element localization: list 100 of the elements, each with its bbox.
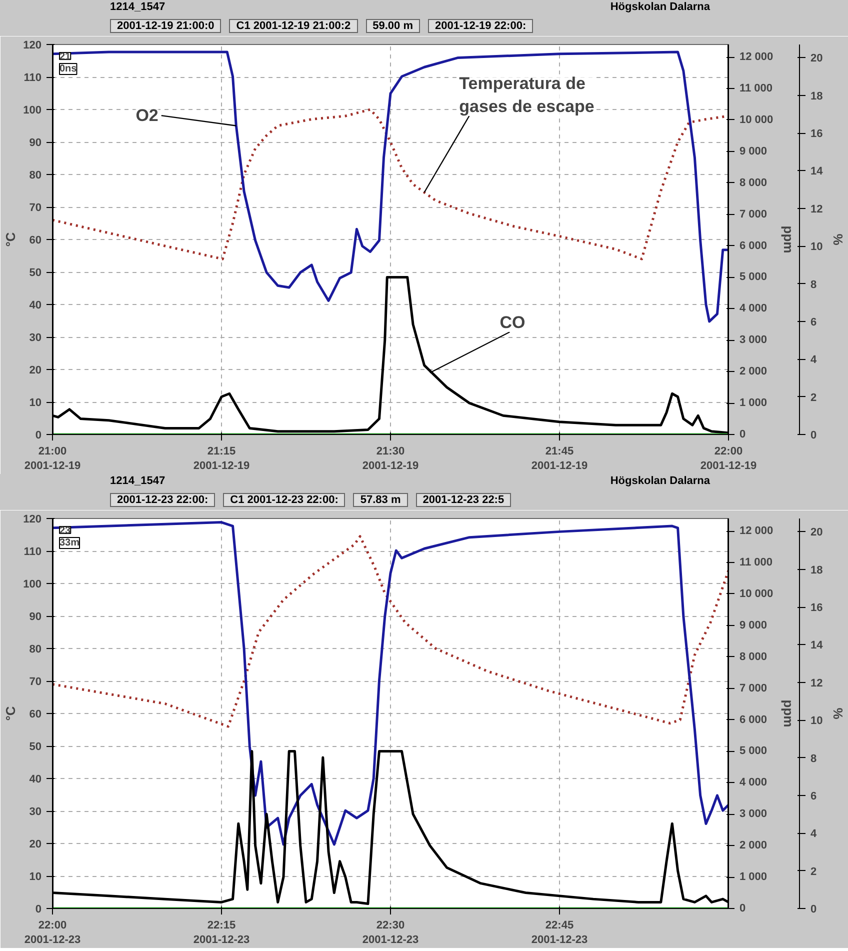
y3-axis-title: % bbox=[830, 234, 846, 246]
text: C1 2001-12-23 22:00: bbox=[223, 492, 346, 507]
y-tick-label: 60 bbox=[29, 234, 42, 246]
y-tick-label: 120 bbox=[23, 40, 42, 52]
y2-tick-label: 6 000 bbox=[740, 240, 768, 252]
text: 59.00 m bbox=[366, 18, 420, 33]
x-tick-label: 22:00 2001-12-19 bbox=[700, 446, 757, 472]
text: 2001-12-19 22:00: bbox=[428, 18, 534, 33]
y3-tick-label: 8 bbox=[810, 278, 817, 291]
y3-tick-label: 0 bbox=[810, 904, 817, 916]
y2-tick-label: 12 000 bbox=[740, 525, 774, 538]
y-tick-label: 0 bbox=[35, 904, 42, 916]
y-tick-label: 110 bbox=[24, 546, 42, 558]
y3-tick-label: 6 bbox=[810, 790, 817, 802]
x-tick-label: 22:45 2001-12-23 bbox=[531, 920, 588, 946]
y2-tick-label: 4 000 bbox=[740, 776, 768, 789]
y2-tick-label: 5 000 bbox=[740, 271, 768, 284]
y3-tick-label: 4 bbox=[810, 828, 818, 840]
y-tick-label: 110 bbox=[24, 72, 42, 84]
y2-tick-label: 9 000 bbox=[740, 145, 768, 158]
y-tick-label: 30 bbox=[29, 806, 42, 818]
y2-tick-label: 6 000 bbox=[740, 714, 768, 726]
y3-tick-label: 10 bbox=[810, 715, 823, 728]
y-tick-label: 70 bbox=[29, 202, 42, 214]
y-tick-label: 60 bbox=[29, 708, 42, 720]
y-tick-label: 40 bbox=[29, 300, 42, 312]
y3-tick-label: 14 bbox=[810, 640, 824, 652]
y2-tick-label: 10 000 bbox=[740, 114, 774, 126]
y3-axis-title: % bbox=[830, 708, 846, 720]
y-tick-label: 30 bbox=[29, 332, 42, 344]
y3-tick-label: 18 bbox=[810, 90, 823, 102]
y-tick-label: 20 bbox=[29, 838, 42, 850]
y2-tick-label: 4 000 bbox=[740, 302, 768, 315]
y-tick-label: 120 bbox=[23, 514, 42, 526]
y2-tick-label: 11 000 bbox=[740, 82, 773, 95]
y3-tick-label: 10 bbox=[810, 241, 823, 254]
x-tick-label: 21:30 2001-12-19 bbox=[362, 446, 419, 472]
y-tick-label: 90 bbox=[29, 611, 42, 623]
y2-tick-label: 8 000 bbox=[740, 650, 768, 663]
annotation: CO bbox=[500, 313, 526, 332]
y3-tick-label: 8 bbox=[810, 752, 817, 765]
y-tick-label: 40 bbox=[29, 774, 42, 786]
y2-tick-label: 7 000 bbox=[740, 208, 768, 220]
y3-tick-label: 2 bbox=[810, 866, 817, 878]
x-tick-label: 22:00 2001-12-23 bbox=[24, 920, 81, 946]
y-tick-label: 90 bbox=[29, 137, 42, 149]
y3-tick-label: 20 bbox=[810, 52, 823, 65]
y-axis-title: °C bbox=[3, 706, 18, 721]
y2-tick-label: 2 000 bbox=[740, 840, 768, 852]
y2-tick-label: 0 bbox=[740, 902, 746, 914]
chart-title: 1214_1547 bbox=[110, 474, 166, 489]
y3-tick-label: 12 bbox=[810, 677, 823, 690]
y3-tick-label: 4 bbox=[810, 354, 818, 366]
y2-axis-title: ppm bbox=[781, 226, 796, 254]
y3-tick-label: 0 bbox=[810, 430, 817, 442]
y-tick-label: 80 bbox=[29, 644, 42, 656]
text: 2001-12-23 22:5 bbox=[416, 492, 512, 507]
y-axis-title: °C bbox=[3, 232, 18, 247]
x-tick-label: 22:15 2001-12-23 bbox=[193, 920, 250, 946]
y3-tick-label: 18 bbox=[810, 564, 823, 576]
y3-tick-label: 16 bbox=[810, 602, 823, 614]
y2-tick-label: 7 000 bbox=[740, 682, 768, 694]
y2-tick-label: 3 000 bbox=[740, 808, 768, 820]
x-tick-label: 21:15 2001-12-19 bbox=[193, 446, 250, 472]
annotation: Temperatura de gases de escape bbox=[459, 74, 594, 116]
y2-tick-label: 1 000 bbox=[740, 397, 768, 410]
y2-tick-label: 0 bbox=[740, 428, 746, 440]
text: C1 2001-12-19 21:00:2 bbox=[229, 18, 358, 33]
y2-tick-label: 8 000 bbox=[740, 176, 768, 189]
y-tick-label: 50 bbox=[29, 741, 42, 753]
y2-tick-label: 9 000 bbox=[740, 619, 768, 632]
chart-subtitle: Högskolan Dalarna bbox=[610, 474, 710, 489]
y2-tick-label: 5 000 bbox=[740, 745, 768, 758]
text: 2001-12-19 21:00:0 bbox=[110, 18, 222, 33]
y-tick-label: 100 bbox=[23, 104, 42, 116]
y2-tick-label: 11 000 bbox=[740, 556, 773, 569]
text: 2001-12-23 22:00: bbox=[110, 492, 216, 507]
y-tick-label: 0 bbox=[35, 430, 42, 442]
y2-tick-label: 1 000 bbox=[740, 871, 768, 884]
y-tick-label: 50 bbox=[29, 267, 42, 279]
y3-tick-label: 14 bbox=[810, 166, 824, 178]
chart-subtitle: Högskolan Dalarna bbox=[610, 0, 710, 15]
x-tick-label: 21:00 2001-12-19 bbox=[24, 446, 81, 472]
y2-tick-label: 3 000 bbox=[740, 334, 768, 346]
x-tick-label: 22:30 2001-12-23 bbox=[362, 920, 419, 946]
x-tick-label: 21:45 2001-12-19 bbox=[531, 446, 588, 472]
y-tick-label: 20 bbox=[29, 364, 42, 376]
annotation: O2 bbox=[136, 106, 158, 126]
y3-tick-label: 12 bbox=[810, 203, 823, 216]
y3-tick-label: 2 bbox=[810, 392, 817, 404]
y2-axis-title: ppm bbox=[781, 700, 796, 728]
y2-tick-label: 2 000 bbox=[740, 366, 768, 378]
y2-tick-label: 10 000 bbox=[740, 588, 774, 600]
y-tick-label: 80 bbox=[29, 170, 42, 182]
y-tick-label: 10 bbox=[29, 397, 42, 409]
y3-tick-label: 16 bbox=[810, 128, 823, 140]
chart-title: 1214_1547 bbox=[110, 0, 166, 15]
y-tick-label: 70 bbox=[29, 676, 42, 688]
y3-tick-label: 6 bbox=[810, 316, 817, 328]
text: 57.83 m bbox=[353, 492, 408, 507]
